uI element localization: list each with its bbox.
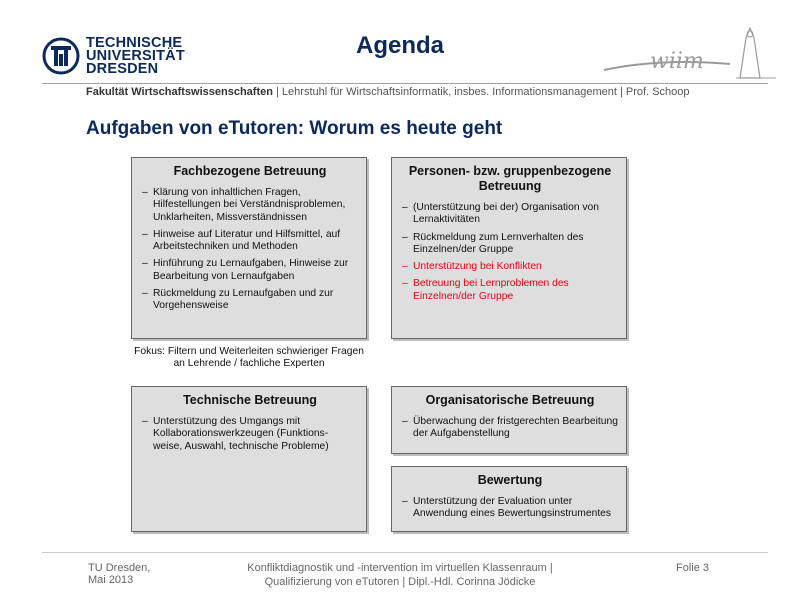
box-title: Bewertung xyxy=(477,473,543,487)
svg-text:wiim: wiim xyxy=(650,49,704,74)
header-divider xyxy=(42,83,768,84)
list-item: (Unterstützung bei der) Organisation von… xyxy=(402,202,618,227)
footer-title-line-1: Konfliktdiagnostik und -intervention im … xyxy=(247,562,553,574)
box-title: Fachbezogene Betreuung xyxy=(173,164,327,178)
list-item: Rückmeldung zu Lernaufgaben und zur Vorg… xyxy=(142,288,358,313)
footer-title-line-2: Qualifizierung von eTutoren | Dipl.-Hdl.… xyxy=(264,576,536,588)
list-item-highlighted: Unterstützung bei Konflikten xyxy=(402,261,618,274)
list-item: Hinführung zu Lernaufgaben, Hinweise zur… xyxy=(142,258,358,283)
logo-line-3: DRESDEN xyxy=(86,61,159,77)
list-item: Unterstützung des Umgangs mit Kollaborat… xyxy=(142,416,358,453)
bullet-list: Überwachung der fristgerechten Bearbeitu… xyxy=(402,416,618,441)
faculty-name: Fakultät Wirtschaftswissenschaften xyxy=(86,86,273,98)
logo-line-1: TECHNISCHE xyxy=(86,35,183,51)
box-bewertung: Bewertung Unterstützung der Evaluation u… xyxy=(391,466,627,532)
box-title: Personen- bzw. gruppenbezogene Betreuung xyxy=(408,164,612,193)
slide-number: Folie 3 xyxy=(676,562,710,574)
list-item-highlighted: Betreuung bei Lernproblemen des Einzelne… xyxy=(402,278,618,303)
faculty-chair: | Lehrstuhl für Wirtschaftsinformatik, i… xyxy=(272,86,690,98)
logo-text: TECHNISCHE UNIVERSITÄT DRESDEN xyxy=(86,35,185,77)
list-item: Unterstützung der Evaluation unter Anwen… xyxy=(402,496,618,521)
box-title: Organisatorische Betreuung xyxy=(425,393,595,407)
footer-institution-date: TU Dresden, Mai 2013 xyxy=(88,562,150,586)
bullet-list: Klärung von inhaltlichen Fragen, Hilfest… xyxy=(142,187,358,313)
box-organisatorische-betreuung: Organisatorische Betreuung Überwachung d… xyxy=(391,386,627,454)
fokus-note: Fokus: Filtern und Weiterleiten schwieri… xyxy=(134,346,364,370)
bullet-list: Unterstützung der Evaluation unter Anwen… xyxy=(402,496,618,521)
footer-date: Mai 2013 xyxy=(88,574,134,586)
footer-divider xyxy=(42,552,768,553)
list-item: Rückmeldung zum Lernverhalten des Einzel… xyxy=(402,232,618,257)
list-item: Hinweise auf Literatur und Hilfsmittel, … xyxy=(142,229,358,254)
list-item: Überwachung der fristgerechten Bearbeitu… xyxy=(402,416,618,441)
faculty-line: Fakultät Wirtschaftswissenschaften | Leh… xyxy=(86,86,690,98)
page-title: Agenda xyxy=(355,32,444,59)
box-title: Technische Betreuung xyxy=(183,393,317,407)
bullet-list: (Unterstützung bei der) Organisation von… xyxy=(402,202,618,303)
box-technische-betreuung: Technische Betreuung Unterstützung des U… xyxy=(131,386,367,532)
footer-institution: TU Dresden, xyxy=(88,562,151,574)
box-personenbezogene-betreuung: Personen- bzw. gruppenbezogene Betreuung… xyxy=(391,157,627,339)
tu-dresden-logo: TECHNISCHE UNIVERSITÄT DRESDEN xyxy=(42,35,185,79)
footer-presentation-info: Konfliktdiagnostik und -intervention im … xyxy=(210,561,590,589)
tu-dresden-emblem-icon xyxy=(42,37,80,75)
logo-line-2: UNIVERSITÄT xyxy=(86,48,185,64)
slide-subtitle: Aufgaben von eTutoren: Worum es heute ge… xyxy=(86,118,503,139)
box-fachbezogene-betreuung: Fachbezogene Betreuung Klärung von inhal… xyxy=(131,157,367,339)
wiim-logo: wiim xyxy=(603,26,776,79)
list-item: Klärung von inhaltlichen Fragen, Hilfest… xyxy=(142,187,358,224)
bullet-list: Unterstützung des Umgangs mit Kollaborat… xyxy=(142,416,358,453)
